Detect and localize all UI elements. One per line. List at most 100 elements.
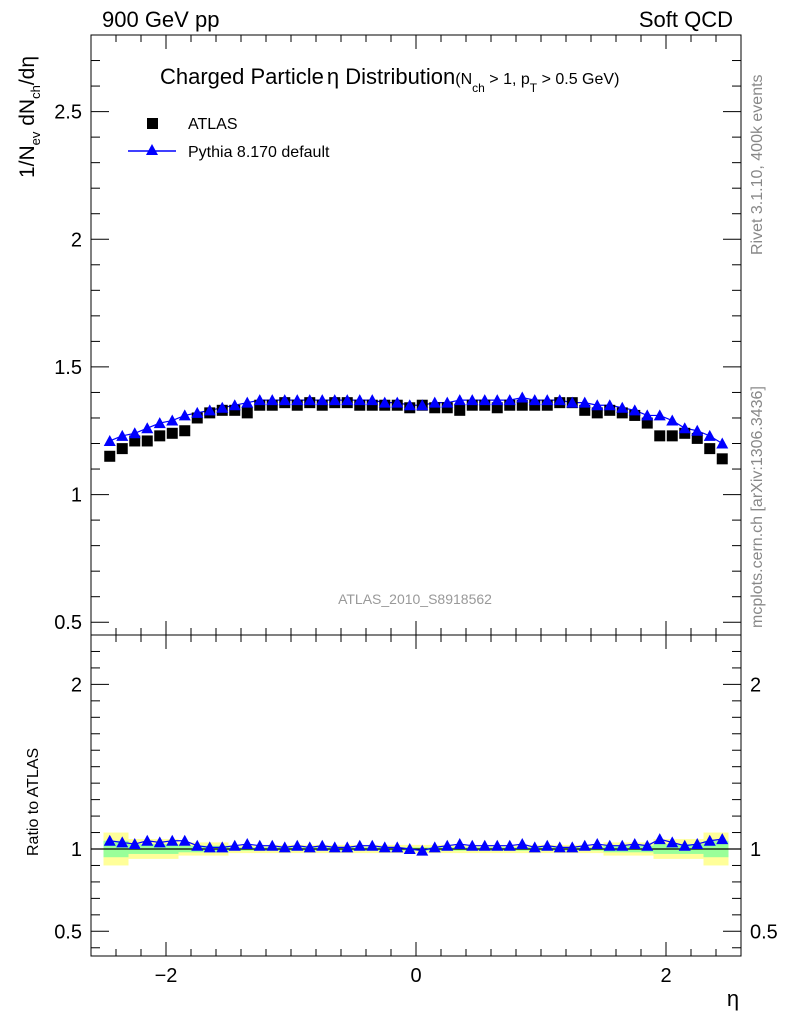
pythia-ratio-point	[378, 841, 391, 853]
atlas-point	[429, 402, 441, 414]
atlas-point	[291, 399, 303, 411]
pythia-point	[691, 424, 704, 436]
pythia-ratio-point	[566, 841, 579, 853]
pythia-point	[328, 394, 341, 406]
atlas-point	[316, 399, 328, 411]
pythia-point	[503, 394, 516, 406]
pythia-ratio-point	[191, 839, 204, 851]
pythia-ratio-point	[666, 836, 679, 848]
atlas-point	[141, 435, 153, 447]
pythia-ratio-point	[603, 839, 616, 851]
pythia-ratio-point	[453, 838, 466, 850]
source-info-label: mcplots.cern.ch [arXiv:1306.3436]	[749, 386, 766, 628]
pythia-ratio-point	[466, 839, 479, 851]
pythia-ratio-point	[353, 839, 366, 851]
x-tick-label: 2	[660, 965, 671, 987]
pythia-point	[703, 429, 716, 441]
y-tick-label: 2	[71, 229, 82, 251]
pythia-ratio-point	[428, 841, 441, 853]
x-tick-label: 0	[410, 965, 421, 987]
ratio-frame	[90, 634, 742, 957]
chart-title: Charged Particle η Distribution(Nch > 1, …	[160, 64, 619, 95]
pythia-point	[716, 437, 729, 449]
pythia-ratio-point	[528, 841, 541, 853]
atlas-point	[604, 404, 616, 416]
ratio-y-axis-label: Ratio to ATLAS	[25, 748, 42, 856]
ratio-y-tick-label: 2	[71, 674, 82, 696]
pythia-point	[141, 422, 154, 434]
pythia-point	[291, 394, 304, 406]
ratio-y-tick-label: 0.5	[54, 921, 82, 943]
atlas-point	[541, 399, 553, 411]
data-marks	[91, 391, 741, 856]
pythia-ratio-point	[391, 841, 404, 853]
pythia-point	[591, 399, 604, 411]
pythia-point	[128, 427, 141, 439]
y-axis-label: 1/Nev dNch/dη	[16, 56, 43, 178]
pythia-ratio-point	[103, 834, 116, 846]
atlas-point	[116, 443, 128, 455]
rivet-info-label: Rivet 3.1.10, 400k events	[749, 74, 766, 255]
pythia-ratio-point	[166, 834, 179, 846]
pythia-point	[666, 414, 679, 426]
pythia-point	[528, 394, 541, 406]
pythia-ratio-point	[241, 838, 254, 850]
pythia-point	[178, 409, 191, 421]
pythia-point	[628, 404, 641, 416]
pythia-ratio-point	[628, 838, 641, 850]
pythia-point	[566, 396, 579, 408]
pythia-point	[216, 401, 229, 413]
atlas-point	[579, 404, 591, 416]
pythia-point	[353, 394, 366, 406]
pythia-ratio-point	[503, 839, 516, 851]
pythia-point	[203, 404, 216, 416]
y-tick-label: 0.5	[54, 612, 82, 634]
pythia-ratio-point	[491, 839, 504, 851]
ratio-y-tick-label-right: 0.5	[750, 921, 778, 943]
energy-label: 900 GeV pp	[102, 7, 219, 32]
atlas-point	[504, 399, 516, 411]
pythia-ratio-point	[178, 834, 191, 846]
atlas-point	[704, 443, 716, 455]
process-label: Soft QCD	[639, 7, 733, 32]
title-symbol: η	[327, 64, 339, 89]
legend-atlas-marker	[147, 118, 158, 129]
atlas-point	[154, 430, 166, 442]
atlas-point	[191, 412, 203, 424]
atlas-point	[366, 399, 378, 411]
title-tail: Distribution	[339, 64, 455, 89]
pythia-point	[641, 409, 654, 421]
ylabel-p3: /dη	[16, 56, 39, 85]
pythia-ratio-point	[128, 838, 141, 850]
ylabel-s2: ch	[28, 85, 43, 99]
atlas-point	[591, 407, 603, 419]
legend-atlas-label: ATLAS	[188, 116, 238, 133]
pythia-point	[116, 429, 129, 441]
pythia-point	[241, 396, 254, 408]
pythia-point	[653, 409, 666, 421]
pythia-ratio-point	[416, 844, 429, 856]
pythia-ratio-point	[641, 839, 654, 851]
pythia-ratio-point	[228, 839, 241, 851]
pythia-point	[103, 434, 116, 446]
atlas-point	[104, 450, 116, 462]
ylabel-p2: dN	[16, 99, 39, 132]
pythia-point	[491, 394, 504, 406]
atlas-point	[441, 402, 453, 414]
pythia-point	[516, 391, 529, 403]
pythia-ratio-point	[653, 833, 666, 845]
pythia-ratio-point	[253, 839, 266, 851]
ylabel-p1: 1/N	[16, 145, 39, 178]
atlas-point	[166, 427, 178, 439]
atlas-point	[716, 453, 728, 465]
atlas-point	[679, 427, 691, 439]
legend-pythia-marker	[146, 144, 158, 155]
ratio-y-tick-label-right: 2	[750, 674, 761, 696]
pythia-ratio-point	[616, 839, 629, 851]
title-cuts-nch-sub: ch	[472, 81, 485, 95]
atlas-point	[354, 399, 366, 411]
pythia-ratio-point	[578, 839, 591, 851]
pythia-ratio-point	[216, 841, 229, 853]
atlas-point	[254, 399, 266, 411]
atlas-point	[516, 399, 528, 411]
